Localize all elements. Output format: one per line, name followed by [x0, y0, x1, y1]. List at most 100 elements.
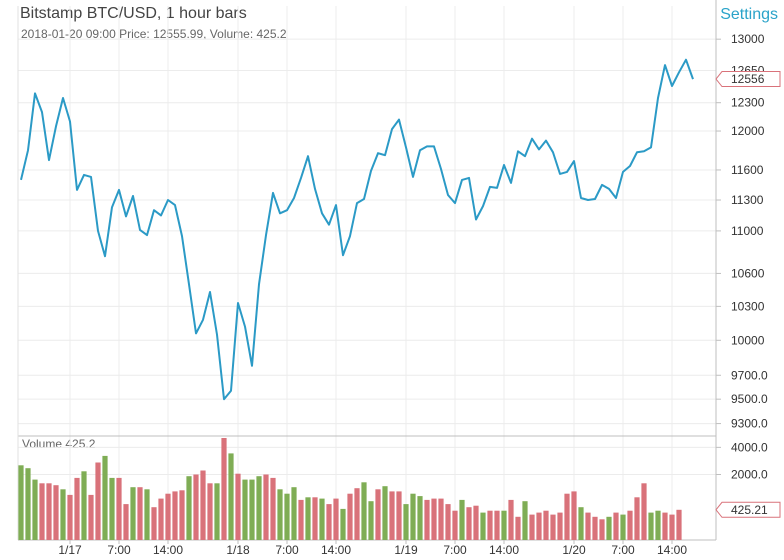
volume-bar	[270, 477, 276, 540]
volume-bar	[32, 479, 38, 540]
chart-title: Bitstamp BTC/USD, 1 hour bars	[20, 5, 247, 22]
volume-bar	[74, 477, 80, 540]
time-tick-label: 1/17	[58, 543, 82, 557]
volume-bar	[60, 489, 66, 540]
volume-bar	[256, 476, 262, 540]
volume-bar	[158, 498, 164, 540]
volume-bar	[452, 510, 458, 540]
volume-bar	[550, 514, 556, 540]
volume-bar	[18, 465, 24, 540]
volume-bar	[445, 504, 451, 540]
volume-bar	[53, 485, 59, 540]
volume-bar	[564, 493, 570, 540]
volume-bar	[193, 474, 199, 540]
grid-lines	[18, 6, 716, 540]
time-tick-label: 14:00	[153, 543, 183, 557]
volume-bar	[634, 497, 640, 540]
volume-bar	[494, 510, 500, 540]
volume-bar	[585, 512, 591, 540]
time-tick-label: 1/20	[562, 543, 586, 557]
volume-bar	[305, 497, 311, 540]
volume-tick-label: 2000.0	[731, 467, 768, 481]
settings-link[interactable]: Settings	[720, 6, 778, 23]
time-tick-label: 1/18	[226, 543, 250, 557]
volume-bar	[39, 483, 45, 540]
volume-bar	[46, 483, 52, 540]
volume-bar	[116, 477, 122, 540]
volume-bar	[557, 512, 563, 540]
time-tick-label: 7:00	[443, 543, 467, 557]
volume-bar	[466, 507, 472, 540]
volume-bar	[578, 507, 584, 540]
volume-bar	[382, 486, 388, 540]
volume-bar	[571, 491, 577, 540]
last-volume-marker-box	[715, 501, 781, 518]
volume-bar	[81, 471, 87, 540]
time-tick-label: 7:00	[611, 543, 635, 557]
price-series	[20, 58, 694, 401]
volume-bar	[347, 493, 353, 540]
volume-bar	[543, 510, 549, 540]
time-axis: 1/17 7:00 14:00 1/18 7:00 14:00 1/19 7:00 14:00 1…	[58, 540, 687, 557]
volume-bar	[67, 494, 73, 540]
volume-bar	[480, 512, 486, 540]
price-tick-label: 9500.0	[731, 392, 768, 406]
volume-bar	[165, 493, 171, 540]
volume-bar	[312, 497, 318, 540]
volume-bar	[109, 477, 115, 540]
volume-bar	[298, 499, 304, 540]
volume-bar	[648, 512, 654, 540]
volume-bar	[620, 514, 626, 540]
volume-bar	[662, 512, 668, 540]
price-line	[20, 58, 694, 401]
volume-bar	[536, 512, 542, 540]
price-tick-label: 9300.0	[731, 417, 768, 431]
volume-bar	[88, 494, 94, 540]
volume-bar	[95, 462, 101, 540]
volume-bar	[508, 499, 514, 540]
volume-bar	[242, 479, 248, 540]
volume-bar	[249, 479, 255, 540]
volume-bar	[529, 514, 535, 540]
price-tick-label: 10600	[731, 266, 765, 280]
volume-bar	[333, 498, 339, 540]
volume-bar	[144, 489, 150, 540]
last-volume-marker-label: 425.21	[731, 503, 768, 517]
time-tick-label: 14:00	[321, 543, 351, 557]
volume-bar	[606, 516, 612, 540]
volume-bar	[655, 510, 661, 540]
volume-bar	[403, 504, 409, 540]
volume-bar	[389, 491, 395, 540]
volume-bar	[438, 498, 444, 540]
volume-bar	[361, 482, 367, 540]
chart-axes	[17, 0, 717, 541]
volume-bar	[417, 496, 423, 540]
crosshair-info: 2018-01-20 09:00 Price: 12555.99, Volume…	[21, 27, 287, 41]
volume-bar	[599, 519, 605, 540]
volume-bar	[263, 474, 269, 540]
volume-bar	[641, 483, 647, 540]
volume-bar	[676, 509, 682, 540]
time-tick-label: 7:00	[275, 543, 299, 557]
volume-bar	[340, 508, 346, 540]
volume-axis: 4000.0 2000.0	[716, 440, 768, 481]
price-axis: 13000 12300 12000 11600 11300 11000 10600 10300…	[716, 32, 768, 431]
volume-bar	[487, 510, 493, 540]
last-value-markers: 12556 425.21	[715, 71, 781, 518]
time-tick-label: 14:00	[657, 543, 687, 557]
volume-bar	[123, 504, 129, 540]
price-tick-label: 11600	[731, 163, 764, 177]
volume-bar	[319, 498, 325, 540]
price-tick-label: 9700.0	[731, 368, 768, 382]
volume-bar	[151, 507, 157, 540]
time-tick-label: 7:00	[107, 543, 131, 557]
volume-bar	[613, 512, 619, 540]
volume-bar	[522, 501, 528, 540]
volume-bar	[214, 483, 220, 540]
volume-bar	[459, 499, 465, 540]
volume-bar	[179, 490, 185, 540]
price-tick-label: 10000	[731, 333, 765, 347]
volume-bar	[431, 498, 437, 540]
price-tick-label: 13000	[731, 32, 765, 46]
